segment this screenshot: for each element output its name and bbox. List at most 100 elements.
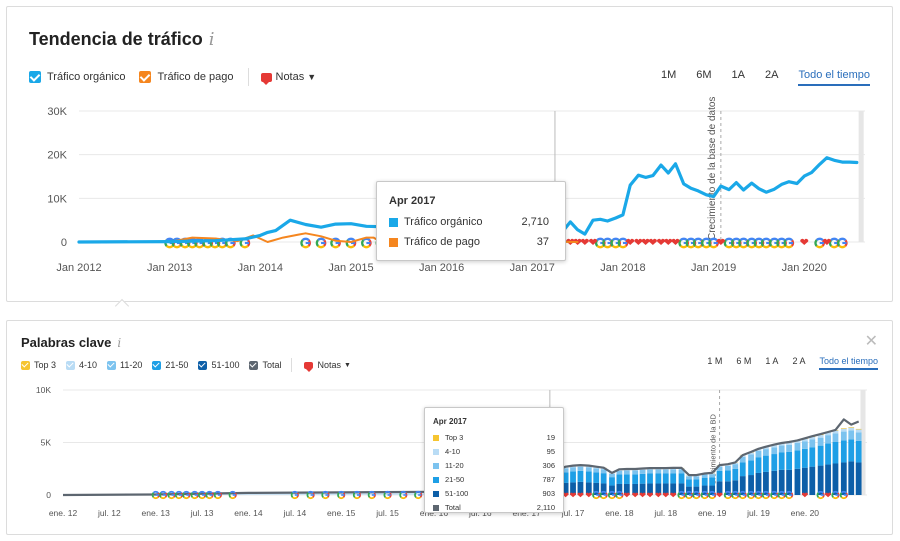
bar-segment-11-20	[678, 469, 685, 474]
google-icon-segment	[763, 496, 769, 500]
swatch-icon	[433, 462, 439, 469]
google-icon-segment	[679, 245, 688, 249]
google-icon-segment	[755, 496, 762, 500]
legend-51-100[interactable]: 51-100	[198, 360, 239, 370]
bar-segment-21-50	[701, 477, 708, 486]
bar-segment-21-50	[632, 474, 639, 484]
checkbox-icon[interactable]	[107, 360, 117, 370]
google-icon-segment	[611, 245, 620, 249]
google-icon-segment	[739, 490, 746, 494]
range-1a[interactable]: 1 A	[765, 356, 779, 366]
google-icon-segment	[315, 239, 320, 247]
bar-segment-11-20	[848, 430, 855, 440]
info-icon[interactable]: i	[208, 29, 215, 50]
range-1a[interactable]: 1A	[731, 69, 745, 81]
bar-segment-51-100	[855, 462, 862, 495]
x-tick-label: Jan 2013	[147, 262, 192, 274]
checkbox-icon[interactable]	[139, 71, 152, 83]
checkbox-icon[interactable]	[21, 360, 30, 370]
bar-segment-11-20	[840, 431, 847, 441]
legend-11-20[interactable]: 11-20	[107, 360, 142, 370]
google-icon	[607, 490, 617, 500]
checkbox-icon[interactable]	[198, 360, 208, 370]
bar-segment-51-100	[693, 486, 700, 495]
swatch-icon	[433, 504, 439, 511]
bar-segment-51-100	[716, 481, 723, 495]
legend-top3[interactable]: Top 3	[21, 360, 56, 370]
note-marker-icon	[664, 238, 673, 246]
bar-segment-21-50	[748, 460, 754, 476]
bar-segment-21-50	[732, 468, 739, 481]
bar-segment-21-50	[600, 473, 607, 484]
google-icon-segment	[611, 237, 620, 242]
y-tick-label: 30K	[47, 106, 67, 118]
bar-segment-51-100	[655, 483, 662, 495]
google-icon-segment	[762, 237, 771, 242]
google-icon-segment	[183, 490, 190, 494]
tooltip-value: 2,110	[536, 503, 555, 512]
tooltip-date: Apr 2017	[389, 195, 436, 207]
google-icon-segment	[731, 492, 734, 498]
bar-segment-51-100	[817, 465, 824, 495]
google-icon-segment	[723, 492, 727, 498]
bar-segment-Top 3	[855, 428, 862, 430]
google-icon	[770, 490, 779, 500]
google-icon-segment	[352, 492, 356, 498]
google-icon-segment	[214, 496, 221, 500]
range-all-time[interactable]: Todo el tiempo	[819, 356, 878, 370]
bar-segment-Top 3	[840, 428, 847, 429]
notes-dropdown[interactable]: Notas ▼	[260, 71, 316, 85]
range-all-time[interactable]: Todo el tiempo	[798, 69, 870, 86]
bar-segment-21-50	[570, 471, 576, 483]
x-tick-label: jul. 14	[282, 508, 306, 518]
bar-segment-51-100	[701, 485, 708, 495]
range-2a[interactable]: 2A	[764, 69, 779, 81]
google-icon-segment	[399, 492, 402, 498]
bar-segment-51-100	[763, 471, 769, 495]
bar-segment-51-100	[600, 483, 607, 495]
google-icon	[190, 490, 199, 500]
google-icon	[337, 490, 346, 500]
tooltip-row: Top 3 19	[433, 433, 555, 442]
legend-4-10[interactable]: 4-10	[66, 360, 97, 370]
bar-segment-21-50	[725, 470, 731, 482]
tooltip-label: Top 3	[445, 433, 464, 442]
legend-total[interactable]: Total	[249, 360, 281, 370]
range-6m[interactable]: 6 M	[736, 356, 752, 366]
legend-21-50[interactable]: 21-50	[152, 360, 188, 370]
checkbox-icon[interactable]	[66, 360, 76, 370]
x-tick-label: Jan 2012	[56, 262, 101, 274]
google-icon	[816, 490, 825, 500]
google-icon-segment	[817, 490, 824, 494]
range-1m[interactable]: 1M	[660, 69, 677, 81]
bar-segment-11-20	[739, 456, 746, 463]
bar-segment-11-20	[725, 465, 731, 471]
bar-segment-4-10	[786, 442, 792, 445]
notes-dropdown[interactable]: Notas ▼	[304, 360, 351, 372]
close-icon[interactable]: ✕	[864, 333, 878, 350]
x-tick-label: jul. 18	[653, 508, 677, 518]
google-icon-segment	[609, 490, 616, 494]
checkbox-icon[interactable]	[249, 360, 259, 370]
google-icon-segment	[778, 496, 785, 500]
google-icon-segment	[206, 490, 213, 494]
tooltip-row: 51-100 903	[433, 489, 555, 498]
range-1m[interactable]: 1 M	[707, 356, 723, 366]
legend-paid-traffic[interactable]: Tráfico de pago	[139, 71, 234, 83]
google-icon-segment	[709, 237, 718, 242]
google-icon	[828, 237, 840, 249]
range-2a[interactable]: 2 A	[792, 356, 806, 366]
note-marker-icon	[647, 492, 653, 498]
keywords-title: Palabras clave i	[21, 335, 121, 350]
traffic-trend-title: Tendencia de tráfico i	[29, 29, 214, 50]
google-icon-segment	[338, 496, 345, 500]
google-icon	[747, 490, 756, 500]
google-icon	[617, 237, 629, 249]
checkbox-icon[interactable]	[29, 71, 41, 83]
y-tick-label: 20K	[47, 150, 67, 162]
range-6m[interactable]: 6M	[696, 69, 712, 81]
info-icon[interactable]: i	[117, 336, 122, 350]
x-tick-label: ene. 15	[327, 508, 356, 518]
checkbox-icon[interactable]	[152, 360, 162, 370]
legend-organic-traffic[interactable]: Tráfico orgánico	[29, 71, 125, 83]
